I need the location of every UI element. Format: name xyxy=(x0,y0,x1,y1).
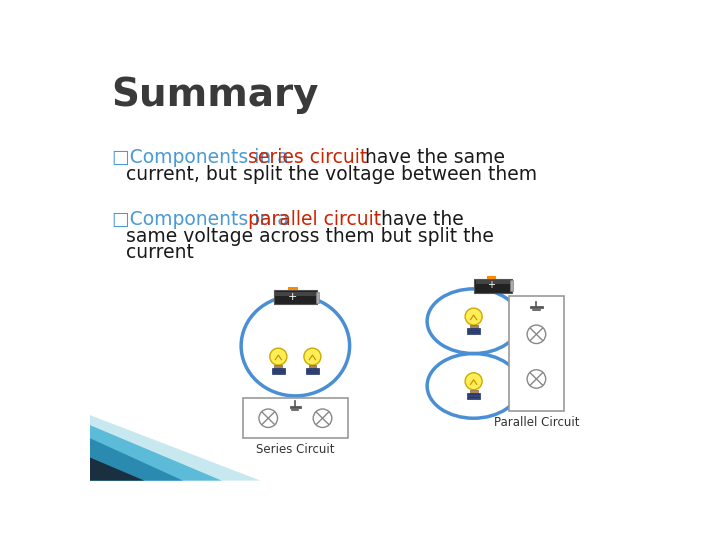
Bar xyxy=(287,287,299,291)
Text: +: + xyxy=(487,280,495,290)
Bar xyxy=(467,393,480,399)
Circle shape xyxy=(304,348,321,365)
Text: parallel circuit: parallel circuit xyxy=(248,210,381,228)
Text: □Components in a: □Components in a xyxy=(112,148,294,167)
Text: have the same: have the same xyxy=(359,148,505,167)
Circle shape xyxy=(527,370,546,388)
Bar xyxy=(315,292,320,303)
Bar xyxy=(243,398,348,438)
Circle shape xyxy=(527,325,546,343)
Text: current, but split the voltage between them: current, but split the voltage between t… xyxy=(126,165,537,184)
Text: Series Circuit: Series Circuit xyxy=(256,443,335,456)
Circle shape xyxy=(465,373,482,390)
Text: current: current xyxy=(126,244,194,262)
Text: series circuit: series circuit xyxy=(248,148,366,167)
Polygon shape xyxy=(90,438,183,481)
Text: same voltage across them but split the: same voltage across them but split the xyxy=(126,226,493,246)
Text: +: + xyxy=(287,292,297,301)
Bar xyxy=(469,325,477,328)
Bar xyxy=(508,296,564,411)
Bar xyxy=(487,276,496,279)
Bar xyxy=(476,280,510,284)
Bar xyxy=(469,390,477,393)
Bar xyxy=(306,368,319,374)
Circle shape xyxy=(270,348,287,365)
Bar xyxy=(274,291,317,304)
Circle shape xyxy=(259,409,277,428)
Bar xyxy=(274,365,282,368)
Text: Summary: Summary xyxy=(112,76,319,114)
Text: Parallel Circuit: Parallel Circuit xyxy=(494,416,579,429)
Bar xyxy=(272,368,284,374)
Circle shape xyxy=(465,308,482,325)
Text: □Components in a: □Components in a xyxy=(112,210,294,228)
Polygon shape xyxy=(90,457,144,481)
Bar xyxy=(510,280,513,291)
Circle shape xyxy=(313,409,332,428)
Bar xyxy=(474,279,512,293)
Bar xyxy=(309,365,316,368)
Polygon shape xyxy=(90,425,222,481)
Bar xyxy=(275,292,315,296)
Bar xyxy=(467,328,480,334)
Polygon shape xyxy=(90,415,261,481)
Text: have the: have the xyxy=(375,210,464,228)
